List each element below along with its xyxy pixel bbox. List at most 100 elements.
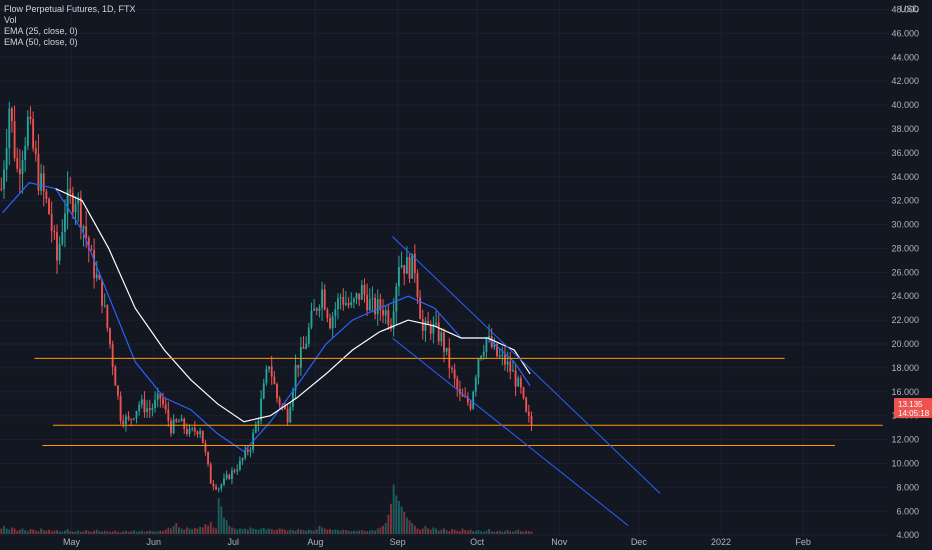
volume-bar	[191, 529, 194, 534]
volume-bar	[527, 531, 530, 534]
volume-bar	[307, 529, 310, 534]
volume-bar	[334, 529, 337, 534]
candle-body	[480, 356, 483, 359]
volume-bar	[268, 528, 270, 534]
candle-body	[223, 478, 225, 485]
volume-bar	[21, 528, 24, 534]
candle-body	[69, 189, 72, 194]
candle-body	[58, 243, 61, 261]
time-tick-label: Jul	[228, 537, 240, 547]
volume-bar	[220, 506, 223, 534]
volume-bar	[270, 529, 273, 534]
volume-bar	[215, 528, 217, 534]
candle-body	[228, 474, 231, 479]
candle-body	[111, 344, 114, 367]
candle-body	[437, 322, 440, 342]
volume-bar	[427, 528, 430, 534]
candle-body	[530, 415, 533, 426]
volume-bar	[358, 530, 361, 534]
candle-body	[395, 286, 398, 312]
candle-body	[291, 390, 294, 408]
candle-body	[297, 364, 300, 368]
volume-bar	[252, 528, 255, 534]
candle-body	[268, 366, 270, 369]
candle-body	[90, 249, 93, 251]
ema-25-label[interactable]: EMA (25, close, 0)	[4, 26, 78, 36]
volume-bar	[390, 503, 392, 534]
volume-bar	[299, 529, 302, 534]
candle-body	[143, 399, 146, 413]
last-price-tag-bg	[894, 398, 932, 418]
candle-body	[246, 449, 249, 452]
candle-body	[101, 279, 103, 306]
volume-bar	[376, 528, 379, 534]
candle-body	[32, 119, 35, 149]
candle-body	[66, 189, 69, 214]
candle-body	[64, 213, 66, 233]
candle-body	[48, 198, 50, 215]
candle-body	[405, 257, 408, 274]
volume-bar	[172, 525, 175, 534]
chart-legend: Flow Perpetual Futures, 1D, FTX Vol EMA …	[4, 4, 136, 48]
candle-body	[315, 308, 318, 311]
volume-bar	[355, 531, 358, 534]
channel-line	[391, 337, 629, 526]
candle-body	[474, 377, 477, 392]
candle-body	[435, 322, 437, 324]
volume-bar	[318, 525, 321, 534]
volume-bar	[374, 530, 377, 534]
candle-body	[273, 376, 276, 385]
candle-body	[453, 369, 456, 379]
volume-bar	[411, 523, 414, 534]
price-tick-label: 30.000	[891, 220, 919, 230]
candle-body	[207, 452, 210, 465]
trend-drawings[interactable]	[34, 236, 883, 526]
candle-body	[461, 394, 464, 397]
candle-body	[511, 370, 514, 372]
candle-body	[122, 420, 125, 425]
candle-body	[21, 160, 24, 175]
volume-bar	[522, 531, 525, 534]
candle-body	[103, 304, 106, 306]
price-axis[interactable]: 48.000 46.000 44.000 42.000 40.000 38.000 36.0…	[891, 4, 919, 540]
volume-bar	[124, 530, 127, 534]
volume-bar	[448, 531, 451, 534]
candle-body	[347, 303, 350, 306]
volume-bar	[159, 530, 162, 534]
candle-body	[350, 302, 353, 306]
volume-bar	[326, 529, 329, 534]
volume-bar	[403, 512, 406, 534]
ema-50-label[interactable]: EMA (50, close, 0)	[4, 37, 78, 47]
candle-body	[154, 399, 156, 408]
volume-bar	[456, 530, 459, 534]
candle-body	[56, 232, 58, 261]
candle-body	[384, 310, 387, 316]
candle-body	[18, 168, 21, 175]
candle-body	[162, 398, 164, 405]
candle-body	[472, 391, 475, 409]
candle-body	[74, 203, 77, 213]
candle-body	[323, 289, 326, 310]
volume-bar	[315, 529, 318, 534]
candle-body	[302, 346, 305, 349]
volume-bar	[56, 530, 58, 534]
candle-body	[172, 419, 175, 434]
volume-indicator-label[interactable]: Vol	[4, 15, 17, 25]
price-tick-label: 10.000	[891, 458, 919, 468]
volume-bar	[278, 528, 281, 534]
time-axis[interactable]: May Jun Jul Aug Sep Oct Nov Dec 2022 Feb	[63, 537, 811, 547]
price-tick-label: 6.000	[896, 506, 919, 516]
volume-bar	[291, 530, 294, 534]
price-tick-label: 16.000	[891, 387, 919, 397]
symbol-title[interactable]: Flow Perpetual Futures, 1D, FTX	[4, 4, 136, 14]
volume-bar	[366, 531, 369, 534]
candle-body	[419, 297, 422, 320]
volume-bar	[461, 528, 464, 534]
price-tick-label: 4.000	[896, 530, 919, 540]
volume-bar	[167, 527, 170, 534]
volume-bar	[238, 528, 241, 534]
volume-bar	[209, 521, 212, 534]
volume-bar	[42, 530, 45, 534]
volume-bar	[368, 530, 371, 534]
